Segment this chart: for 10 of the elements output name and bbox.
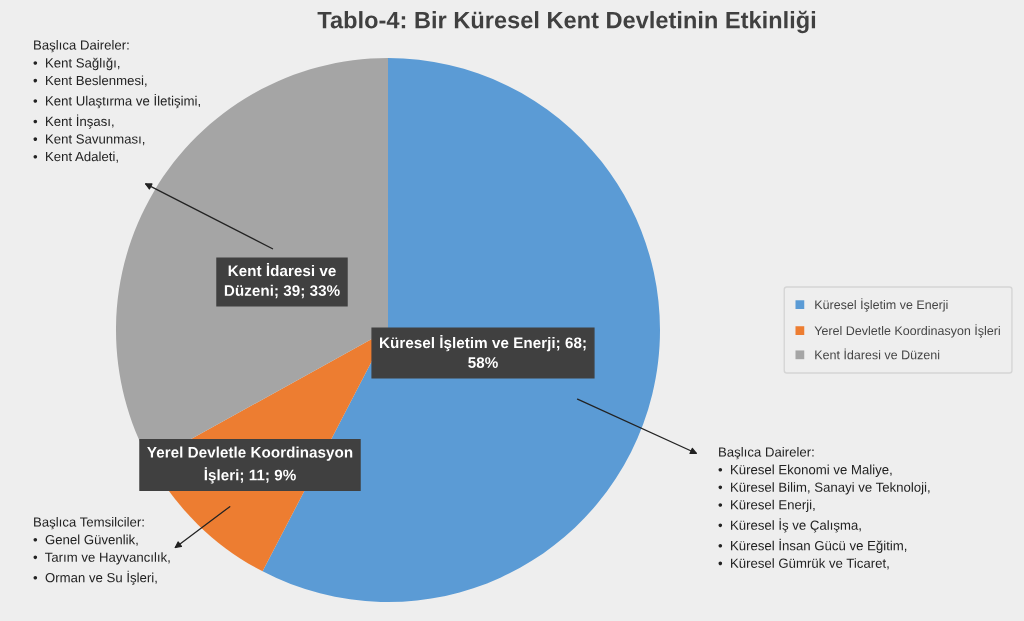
data-label: Küresel İşletim ve Enerji; 68; 58%	[380, 335, 586, 368]
text: Başlıca Daireler: • Kent Sağlığı, • Kent Beslenmesi, • Kent Ulaştırma ve İletişimi, • Kent İnşası, • Kent Savunması, • Kent Adaleti,	[33, 40, 200, 163]
chart-title: Tablo-4: Bir Küresel Kent Devletinin Etkinliği	[317, 10, 816, 34]
legend-label: Kent İdaresi ve Düzeni	[815, 348, 940, 360]
legend-label: Küresel İşletim ve Enerji	[815, 298, 948, 312]
legend-label: Yerel Devletle Koordinasyon İşleri	[814, 324, 1000, 338]
data-label: Kent İdaresi ve Düzeni; 39; 33%	[224, 263, 340, 299]
data-label: Yerel Devletle Koordinasyon İşleri; 11; 9%	[147, 446, 353, 484]
text: Başlıca Daireler: • Küresel Ekonomi ve Maliye, • Küresel Bilim, Sanayi ve Teknoloji, • Küresel Enerji, • Küresel İş ve Çalışma, • Küresel İnsan Gücü ve Eğitim, • Küresel Gümrük ve Ticaret,	[718, 447, 930, 570]
text: Başlıca Temsilciler: • Genel Güvenlik, • Tarım ve Hayvancılık, • Orman ve Su İşleri,	[33, 517, 170, 585]
